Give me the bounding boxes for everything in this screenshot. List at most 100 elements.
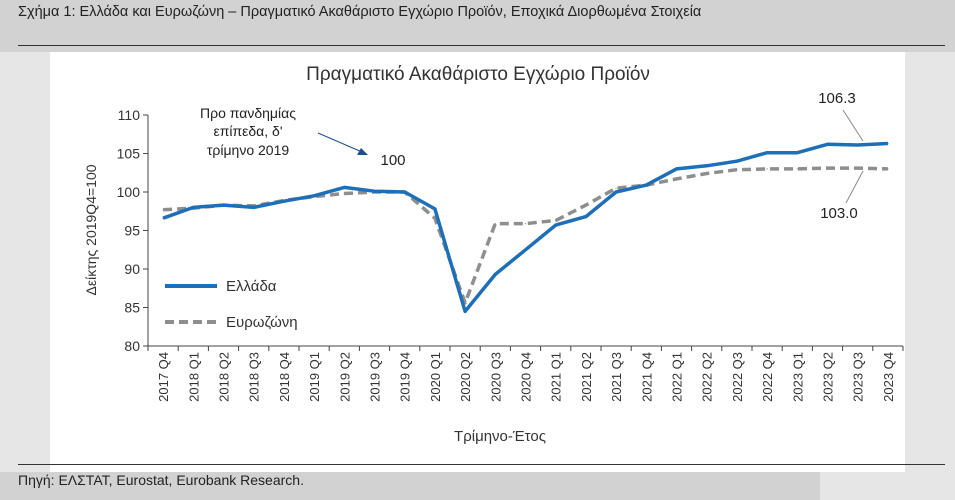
x-tick-label: 2023 Q3 bbox=[851, 352, 866, 402]
x-tick-label: 2023 Q2 bbox=[821, 352, 836, 402]
x-tick-label: 2022 Q3 bbox=[730, 352, 745, 402]
point-greece bbox=[857, 144, 859, 146]
annotation-pre-pandemic-line3: τρίμηνο 2019 bbox=[207, 142, 289, 158]
point-greece bbox=[736, 160, 738, 162]
point-eurozone bbox=[585, 204, 587, 206]
point-greece bbox=[615, 191, 617, 193]
point-eurozone bbox=[524, 223, 527, 225]
point-eurozone bbox=[826, 167, 829, 169]
y-axis-label: Δείκτης 2019Q4=100 bbox=[83, 164, 99, 295]
annotation-eurozone-last: 103.0 bbox=[820, 205, 858, 222]
x-tick-label: 2020 Q4 bbox=[519, 352, 534, 402]
x-axis-label: Τρίμηνο-Έτος bbox=[454, 428, 546, 445]
annotation-eurozone-leader bbox=[845, 170, 864, 204]
point-eurozone bbox=[857, 167, 859, 169]
x-tick-label: 2022 Q1 bbox=[670, 352, 685, 402]
point-greece bbox=[766, 152, 768, 154]
point-greece bbox=[826, 143, 829, 145]
x-tick-label: 2023 Q4 bbox=[881, 352, 896, 402]
point-eurozone bbox=[615, 187, 617, 189]
point-eurozone bbox=[464, 302, 466, 304]
point-greece bbox=[373, 190, 376, 192]
point-greece bbox=[434, 208, 436, 210]
x-tick-label: 2020 Q3 bbox=[488, 352, 503, 402]
point-eurozone bbox=[343, 192, 345, 195]
y-tick-label: 85 bbox=[124, 300, 140, 316]
footer-rule bbox=[18, 464, 945, 465]
header-band bbox=[0, 0, 955, 52]
point-greece bbox=[222, 204, 225, 206]
point-eurozone bbox=[162, 209, 164, 211]
point-eurozone bbox=[706, 172, 708, 175]
point-eurozone bbox=[675, 178, 678, 180]
x-tick-label: 2020 Q2 bbox=[458, 352, 473, 402]
x-tick-label: 2021 Q4 bbox=[639, 352, 654, 402]
point-greece bbox=[585, 216, 587, 218]
x-tick-label: 2019 Q4 bbox=[398, 352, 413, 402]
point-greece bbox=[343, 186, 345, 188]
x-tick-label: 2023 Q1 bbox=[790, 352, 805, 402]
figure-title: Σχήμα 1: Ελλάδα και Ευρωζώνη – Πραγματικ… bbox=[18, 4, 702, 20]
y-tick-label: 105 bbox=[117, 146, 141, 162]
x-tick-label: 2018 Q3 bbox=[247, 352, 262, 402]
annotation-pre-pandemic-line2: επίπεδα, δ' bbox=[213, 123, 282, 139]
x-tick-label: 2018 Q1 bbox=[186, 352, 201, 402]
point-greece bbox=[253, 206, 255, 208]
point-greece bbox=[313, 195, 315, 197]
annotation-arrowhead bbox=[357, 148, 368, 155]
point-greece bbox=[404, 191, 406, 193]
x-tick-label: 2018 Q4 bbox=[277, 352, 292, 402]
point-greece bbox=[796, 152, 798, 154]
point-greece bbox=[706, 165, 708, 167]
chart-panel bbox=[50, 52, 905, 472]
point-greece bbox=[494, 273, 496, 275]
annotation-arrow bbox=[317, 132, 363, 153]
point-eurozone bbox=[434, 217, 436, 219]
legend-label-eurozone: Ευρωζώνη bbox=[226, 314, 298, 331]
header-rule bbox=[18, 45, 945, 46]
point-greece bbox=[645, 184, 647, 186]
annotation-pre-pandemic-line1: Προ πανδημίας bbox=[200, 105, 296, 121]
point-eurozone bbox=[887, 168, 889, 170]
y-tick-label: 110 bbox=[118, 107, 141, 123]
y-tick-label: 100 bbox=[117, 184, 141, 200]
x-axis-ticks: 2017 Q4 2018 Q1 2018 Q2 2018 Q3 2018 Q4 2019 … bbox=[147, 346, 904, 402]
point-greece bbox=[192, 206, 194, 208]
y-tick-label: 90 bbox=[124, 261, 140, 277]
x-tick-label: 2021 Q2 bbox=[579, 352, 594, 402]
chart-series bbox=[162, 141, 889, 314]
point-greece bbox=[887, 142, 889, 145]
point-eurozone bbox=[736, 169, 738, 171]
point-greece bbox=[464, 310, 466, 312]
point-greece bbox=[162, 217, 164, 219]
point-eurozone bbox=[766, 168, 768, 170]
point-greece bbox=[524, 249, 527, 251]
point-greece bbox=[283, 200, 285, 202]
x-tick-label: 2019 Q3 bbox=[368, 352, 383, 402]
y-tick-label: 80 bbox=[124, 338, 140, 354]
x-tick-label: 2019 Q1 bbox=[307, 352, 322, 402]
footer-band bbox=[0, 472, 820, 500]
point-eurozone bbox=[494, 223, 496, 225]
annotation-greece-leader bbox=[842, 109, 864, 142]
x-tick-label: 2020 Q1 bbox=[428, 352, 443, 402]
y-axis-ticks: 80 85 90 95 100 105 110 bbox=[117, 107, 148, 354]
x-tick-label: 2021 Q1 bbox=[549, 352, 564, 402]
point-greece bbox=[675, 168, 678, 170]
x-tick-label: 2022 Q4 bbox=[760, 352, 775, 402]
point-greece bbox=[555, 224, 557, 226]
source-note: Πηγή: ΕΛΣΤΑΤ, Eurostat, Eurobank Researc… bbox=[18, 472, 304, 488]
legend-label-greece: Ελλάδα bbox=[226, 278, 277, 295]
x-tick-label: 2022 Q2 bbox=[700, 352, 715, 402]
point-eurozone bbox=[796, 168, 798, 170]
x-tick-label: 2019 Q2 bbox=[337, 352, 352, 402]
point-eurozone bbox=[555, 219, 557, 222]
x-tick-label: 2018 Q2 bbox=[217, 352, 232, 402]
annotation-pre-pandemic-value: 100 bbox=[380, 152, 405, 169]
chart-title: Πραγματικό Ακαθάριστο Εγχώριο Προϊόν bbox=[306, 64, 650, 85]
annotation-greece-last: 106.3 bbox=[818, 90, 856, 107]
x-tick-label: 2017 Q4 bbox=[156, 352, 171, 402]
y-tick-label: 95 bbox=[124, 223, 140, 239]
x-tick-label: 2021 Q3 bbox=[609, 352, 624, 402]
